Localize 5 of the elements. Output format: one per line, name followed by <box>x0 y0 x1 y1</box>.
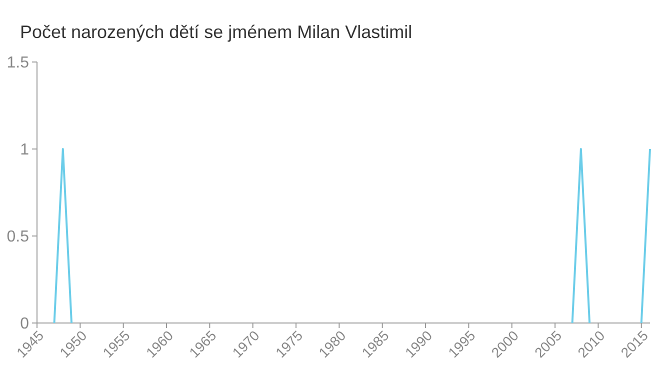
y-tick-label: 0.5 <box>6 228 30 246</box>
y-tick-label: 0 <box>20 316 30 333</box>
chart-title: Počet narozených dětí se jménem Milan Vlastimil <box>20 22 412 42</box>
y-tick-label: 1 <box>20 142 30 159</box>
y-tick-label: 1.5 <box>6 54 30 72</box>
